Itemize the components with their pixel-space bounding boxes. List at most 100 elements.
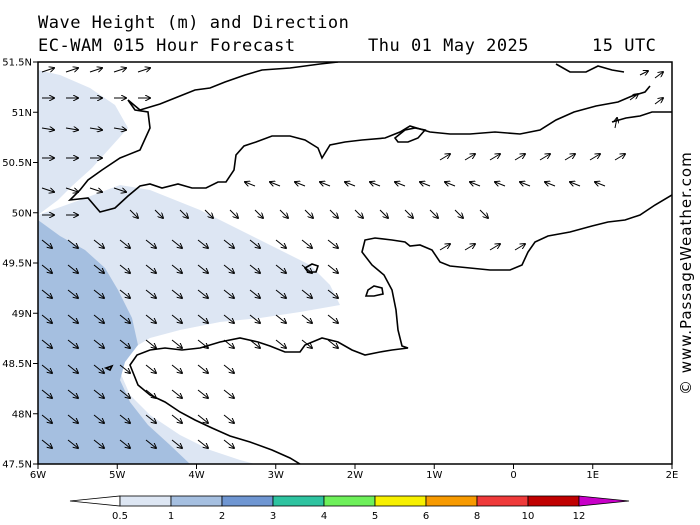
direction-arrow	[113, 187, 126, 192]
direction-arrow	[464, 154, 475, 161]
direction-arrow	[223, 289, 234, 298]
direction-arrow	[304, 209, 313, 218]
direction-arrow	[171, 414, 182, 423]
direction-arrow	[275, 339, 286, 348]
credit-text: © www.PassageWeather.com	[677, 151, 695, 395]
colorbar-segment	[425, 495, 478, 507]
lat-label: 50N	[12, 208, 32, 219]
direction-arrow	[489, 244, 500, 251]
direction-arrow	[439, 244, 450, 251]
direction-arrow	[345, 182, 356, 186]
direction-arrow	[295, 182, 306, 186]
colorbar-segment	[323, 495, 376, 507]
colorbar-segment	[221, 495, 274, 507]
direction-arrow	[327, 314, 338, 323]
direction-arrow	[275, 314, 286, 323]
direction-arrow	[67, 264, 78, 273]
direction-arrow	[454, 209, 463, 218]
direction-arrow	[67, 414, 78, 423]
direction-arrow	[171, 314, 182, 323]
direction-arrow	[654, 98, 663, 105]
direction-arrow	[275, 239, 286, 248]
lon-label: 3W	[268, 470, 284, 481]
direction-arrow	[113, 68, 126, 73]
direction-arrow	[639, 71, 648, 75]
direction-arrow	[93, 439, 104, 448]
colorbar-label: 1	[168, 511, 174, 522]
direction-arrow	[249, 239, 260, 248]
colorbar-segment	[170, 495, 223, 507]
direction-arrow	[93, 389, 104, 398]
direction-arrow	[93, 264, 104, 273]
direction-arrow	[439, 154, 450, 161]
direction-arrow	[245, 182, 256, 186]
direction-arrow	[327, 339, 338, 348]
colorbar-label: 8	[474, 511, 480, 522]
direction-arrow	[93, 339, 104, 348]
direction-arrow	[41, 187, 54, 192]
direction-arrow	[270, 182, 281, 186]
colorbar-label: 10	[522, 511, 535, 522]
direction-arrow	[395, 182, 406, 186]
lon-label: 4W	[188, 470, 204, 481]
direction-arrow	[67, 364, 78, 373]
direction-arrow	[41, 68, 54, 73]
direction-arrow	[223, 364, 234, 373]
direction-arrow	[113, 128, 126, 130]
direction-arrow	[129, 209, 138, 218]
direction-arrow	[249, 264, 260, 273]
direction-arrow	[197, 314, 208, 323]
direction-arrow	[89, 68, 102, 73]
direction-arrow	[223, 239, 234, 248]
direction-arrow	[495, 182, 506, 186]
direction-arrow	[329, 209, 338, 218]
direction-arrow	[420, 182, 431, 186]
direction-arrow	[464, 244, 475, 251]
direction-arrow	[145, 339, 156, 348]
direction-arrow	[65, 128, 78, 130]
direction-arrow	[119, 364, 130, 373]
direction-arrow	[370, 182, 381, 186]
latitude-axis: 51.5N 51N 50.5N 50N 49.5N 49N 48.5N 48N 47.5N	[2, 58, 38, 471]
colorbar-label: 0.5	[112, 511, 128, 522]
lat-label: 51.5N	[2, 58, 32, 69]
lat-label: 48N	[12, 409, 32, 420]
direction-arrows	[41, 68, 663, 448]
direction-arrow	[545, 182, 556, 186]
colorbar-segment	[119, 495, 172, 507]
direction-arrow	[171, 264, 182, 273]
direction-arrow	[223, 264, 234, 273]
direction-arrow	[67, 314, 78, 323]
lat-label: 51N	[12, 108, 32, 119]
direction-arrow	[93, 364, 104, 373]
longitude-axis: 6W 5W 4W 3W 2W 1W 0 1E 2E	[30, 464, 678, 481]
lon-label: 5W	[109, 470, 125, 481]
colorbar-label: 3	[270, 511, 276, 522]
direction-arrow	[145, 289, 156, 298]
direction-arrow	[301, 289, 312, 298]
direction-arrow	[145, 239, 156, 248]
direction-arrow	[489, 154, 500, 161]
direction-arrow	[171, 439, 182, 448]
direction-arrow	[137, 68, 150, 73]
direction-arrow	[301, 314, 312, 323]
direction-arrow	[197, 389, 208, 398]
direction-arrow	[404, 209, 413, 218]
direction-arrow	[197, 439, 208, 448]
direction-arrow	[145, 414, 156, 423]
direction-arrow	[67, 339, 78, 348]
direction-arrow	[119, 264, 130, 273]
direction-arrow	[279, 209, 288, 218]
direction-arrow	[41, 414, 52, 423]
direction-arrow	[301, 339, 312, 348]
direction-arrow	[93, 414, 104, 423]
direction-arrow	[93, 314, 104, 323]
direction-arrow	[41, 439, 52, 448]
direction-arrow	[514, 244, 525, 251]
direction-arrow	[119, 439, 130, 448]
direction-arrow	[539, 154, 550, 161]
map-title: Wave Height (m) and Direction	[38, 13, 350, 33]
direction-arrow	[197, 289, 208, 298]
direction-arrow	[301, 239, 312, 248]
lon-label: 2W	[347, 470, 363, 481]
